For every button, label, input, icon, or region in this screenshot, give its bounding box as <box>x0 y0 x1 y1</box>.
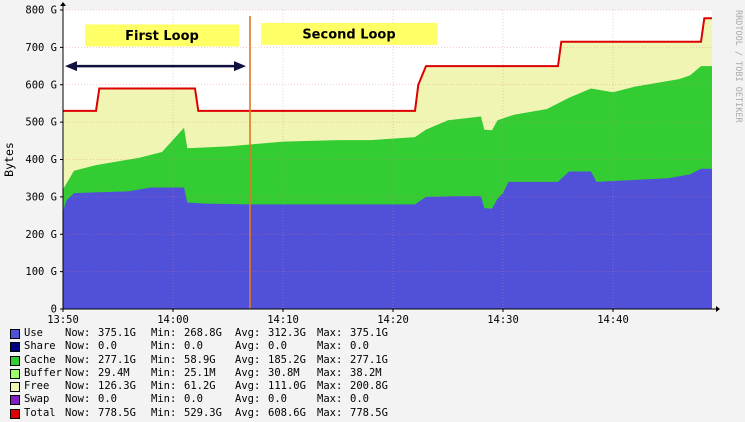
series-line-total <box>63 17 712 112</box>
legend-max-label: Max: <box>317 393 343 406</box>
y-axis-arrow <box>60 2 66 6</box>
legend-max-label: Max: <box>317 366 343 379</box>
legend-avg-value: 111.0G <box>268 380 306 393</box>
legend-avg-label: Avg: <box>235 327 261 339</box>
legend-name: Swap <box>24 393 50 406</box>
y-tick-label: 100 G <box>25 266 57 278</box>
series-area-use <box>63 168 712 309</box>
legend-max-value: 38.2M <box>350 366 382 379</box>
legend-min-value: 529.3G <box>184 406 222 419</box>
x-tick-label: 14:00 <box>157 314 189 326</box>
y-tick-label: 300 G <box>25 191 57 203</box>
y-tick-label: 800 G <box>25 5 57 17</box>
legend-max-value: 778.5G <box>350 406 388 419</box>
legend-avg-value: 185.2G <box>268 353 306 366</box>
y-axis-label: Bytes <box>2 142 16 177</box>
y-tick-label: 600 G <box>25 79 57 91</box>
legend-min-value: 268.8G <box>184 327 222 339</box>
annotation-box <box>261 22 437 45</box>
legend-min-label: Min: <box>151 380 177 393</box>
legend-swatch <box>10 395 20 406</box>
legend-name: Buffer <box>24 366 62 379</box>
legend-min-label: Min: <box>151 340 177 353</box>
legend-max-value: 375.1G <box>350 327 388 339</box>
x-tick-label: 13:50 <box>47 314 79 326</box>
legend-now-value: 778.5G <box>98 406 136 419</box>
y-tick-label: 500 G <box>25 117 57 129</box>
legend-now-label: Now: <box>65 406 91 419</box>
legend-min-value: 58.9G <box>184 353 216 366</box>
legend-swatch <box>10 355 20 366</box>
x-tick-label: 14:10 <box>267 314 299 326</box>
legend-max-label: Max: <box>317 340 343 353</box>
legend-min-value: 25.1M <box>184 366 216 379</box>
legend-avg-value: 312.3G <box>268 327 306 339</box>
legend-min-label: Min: <box>151 366 177 379</box>
legend-name: Cache <box>24 353 56 366</box>
legend-name: Share <box>24 340 56 353</box>
legend-avg-label: Avg: <box>235 353 261 366</box>
loop-arrow-head-left <box>65 61 77 72</box>
legend-min-label: Min: <box>151 353 177 366</box>
legend-now-value: 0.0 <box>98 393 117 406</box>
y-tick-label: 400 G <box>25 154 57 166</box>
legend-max-label: Max: <box>317 327 343 339</box>
y-tick-label: 200 G <box>25 229 57 241</box>
legend-max-label: Max: <box>317 406 343 419</box>
legend-max-value: 200.8G <box>350 380 388 393</box>
legend-now-label: Now: <box>65 353 91 366</box>
legend-max-label: Max: <box>317 380 343 393</box>
legend-now-value: 126.3G <box>98 380 136 393</box>
legend-max-value: 0.0 <box>350 393 369 406</box>
legend-now-label: Now: <box>65 340 91 353</box>
legend-min-value: 0.0 <box>184 393 203 406</box>
y-tick-label: 700 G <box>25 42 57 54</box>
watermark: RRDTOOL / TOBI OETIKER <box>733 10 743 123</box>
x-tick-label: 14:20 <box>377 314 409 326</box>
legend-min-value: 61.2G <box>184 380 216 393</box>
annotation-label: First Loop <box>125 29 199 44</box>
loop-arrow-head-right <box>234 61 246 72</box>
legend-name: Use <box>24 327 43 339</box>
legend-swatch <box>10 368 20 379</box>
legend-avg-value: 0.0 <box>268 393 287 406</box>
legend-now-label: Now: <box>65 327 91 339</box>
legend-swatch <box>10 329 20 339</box>
legend-swatch <box>10 342 20 353</box>
legend-avg-label: Avg: <box>235 366 261 379</box>
legend-max-value: 0.0 <box>350 340 369 353</box>
annotation-label: Second Loop <box>302 27 395 42</box>
legend-min-label: Min: <box>151 393 177 406</box>
legend-swatch <box>10 382 20 393</box>
annotation-box <box>85 24 239 47</box>
legend-min-value: 0.0 <box>184 340 203 353</box>
x-tick-label: 14:40 <box>597 314 629 326</box>
legend-swatch <box>10 408 20 419</box>
legend-name: Total <box>24 406 56 419</box>
legend-now-value: 375.1G <box>98 327 136 339</box>
legend-avg-value: 608.6G <box>268 406 306 419</box>
legend-avg-value: 0.0 <box>268 340 287 353</box>
x-tick-label: 14:30 <box>487 314 519 326</box>
legend-avg-label: Avg: <box>235 380 261 393</box>
legend-avg-label: Avg: <box>235 406 261 419</box>
legend-now-label: Now: <box>65 366 91 379</box>
legend-now-label: Now: <box>65 380 91 393</box>
legend-now-label: Now: <box>65 393 91 406</box>
legend-avg-label: Avg: <box>235 340 261 353</box>
legend-avg-label: Avg: <box>235 393 261 406</box>
legend-max-value: 277.1G <box>350 353 388 366</box>
legend-now-value: 277.1G <box>98 353 136 366</box>
legend-max-label: Max: <box>317 353 343 366</box>
legend-now-value: 0.0 <box>98 340 117 353</box>
legend-avg-value: 30.8M <box>268 366 300 379</box>
legend-min-label: Min: <box>151 406 177 419</box>
x-axis-arrow <box>716 306 720 312</box>
y-tick-label: 0 <box>51 304 57 316</box>
legend-name: Free <box>24 380 50 393</box>
legend-now-value: 29.4M <box>98 366 130 379</box>
legend-min-label: Min: <box>151 327 177 339</box>
